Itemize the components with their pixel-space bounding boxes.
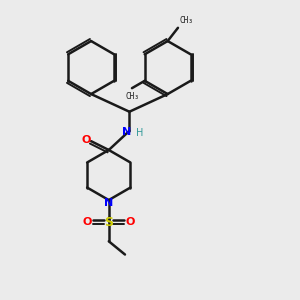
Text: CH₃: CH₃ (179, 16, 193, 25)
Text: H: H (136, 128, 143, 138)
Text: O: O (81, 135, 91, 145)
Text: N: N (122, 127, 132, 137)
Text: N: N (104, 198, 113, 208)
Text: O: O (83, 217, 92, 227)
Text: O: O (125, 217, 135, 227)
Text: CH₃: CH₃ (125, 92, 139, 101)
Text: S: S (104, 216, 113, 229)
